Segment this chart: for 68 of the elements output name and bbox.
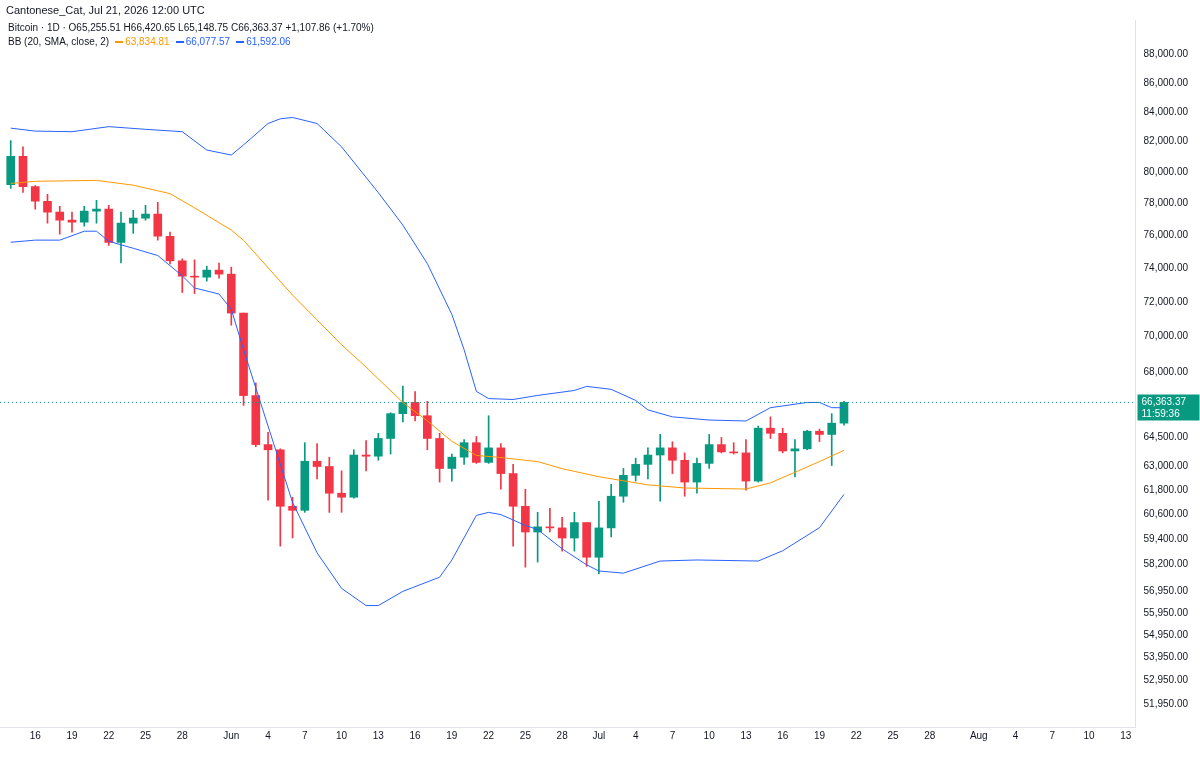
x-tick-label: 4 [1012, 729, 1019, 741]
x-tick-label: 13 [1120, 729, 1132, 741]
x-tick-label: 7 [1049, 729, 1056, 741]
legend-title: BB (20, SMA, close, 2) [8, 36, 110, 47]
y-tick-label: 78,000.00 [1143, 196, 1189, 208]
x-tick-label: 19 [813, 729, 826, 741]
y-tick-label: 58,200.00 [1143, 557, 1189, 569]
x-tick-label: Aug [969, 729, 988, 741]
y-tick-label: 76,000.00 [1143, 229, 1189, 240]
ref-line-label: 66,363.37 [1141, 396, 1187, 408]
y-tick-label: 55,950.00 [1143, 606, 1189, 618]
x-tick-label: 25 [519, 729, 532, 741]
x-tick-label: 10 [336, 729, 348, 741]
x-tick-label: 28 [924, 729, 936, 741]
candlestick [67, 211, 77, 233]
x-tick-label: 13 [372, 729, 385, 741]
x-tick-label: 7 [669, 729, 676, 741]
y-tick-label: 56,950.00 [1143, 584, 1189, 596]
y-tick-label: 74,000.00 [1143, 261, 1189, 273]
legend-label: 66,077.57 [185, 36, 231, 47]
x-tick-label: 19 [66, 729, 78, 741]
y-tick-label: 86,000.00 [1143, 76, 1189, 88]
y-tick-label: 51,950.00 [1143, 698, 1189, 709]
x-tick-label: Jul [592, 729, 606, 741]
x-tick-label: 22 [850, 729, 863, 741]
y-tick-label: 60,600.00 [1143, 508, 1189, 520]
legend-label: 63,834.81 [125, 36, 170, 47]
candlestick [655, 434, 665, 502]
chart-title: Cantonese_Cat, Jul 21, 2026 12:00 UTC [6, 4, 205, 16]
x-tick-label: 25 [139, 729, 152, 741]
y-tick-label: 53,950.00 [1143, 651, 1189, 663]
y-tick-label: 80,000.00 [1143, 165, 1189, 177]
x-tick-label: 13 [740, 729, 752, 741]
y-tick-label: 68,000.00 [1143, 366, 1189, 378]
y-tick-label: 84,000.00 [1143, 105, 1189, 117]
x-tick-label: 16 [777, 729, 789, 741]
x-tick-label: 25 [887, 729, 899, 741]
x-tick-label: 19 [446, 729, 458, 741]
y-tick-label: 82,000.00 [1143, 135, 1189, 147]
x-tick-label: 22 [103, 729, 115, 741]
x-tick-label: 4 [632, 729, 639, 741]
candlestick [312, 443, 322, 480]
y-tick-label: 72,000.00 [1143, 295, 1189, 307]
x-tick-label: Jun [223, 729, 240, 741]
candlestick [361, 440, 371, 472]
x-tick-label: 16 [29, 729, 42, 741]
x-tick-label: 22 [483, 729, 495, 741]
x-tick-label: 28 [556, 729, 569, 741]
y-tick-label: 61,800.00 [1143, 483, 1189, 495]
y-tick-label: 64,500.00 [1143, 431, 1189, 443]
x-tick-label: 10 [703, 729, 716, 741]
legend-label: 61,592.06 [246, 36, 291, 47]
x-tick-label: 16 [409, 729, 422, 741]
y-tick-label: 63,000.00 [1143, 460, 1189, 472]
candlestick [827, 413, 837, 466]
chart-subtitle: Bitcoin · 1D · O65,255.51 H66,420.65 L65,148.75 C66,363.37 +1,107.86 (+1.70%) [8, 22, 374, 33]
y-tick-label: 70,000.00 [1143, 330, 1189, 342]
x-tick-label: 28 [176, 729, 189, 741]
y-tick-label: 52,950.00 [1143, 674, 1189, 686]
x-tick-label: 7 [302, 729, 309, 741]
x-tick-label: 4 [265, 729, 272, 741]
text: 11:59:36 [1141, 408, 1181, 420]
candlestick [128, 209, 138, 234]
y-tick-label: 54,950.00 [1143, 628, 1189, 640]
x-tick-label: 10 [1083, 729, 1096, 741]
y-tick-label: 88,000.00 [1143, 48, 1189, 60]
y-tick-label: 59,400.00 [1143, 532, 1189, 544]
candlestick [263, 432, 273, 501]
